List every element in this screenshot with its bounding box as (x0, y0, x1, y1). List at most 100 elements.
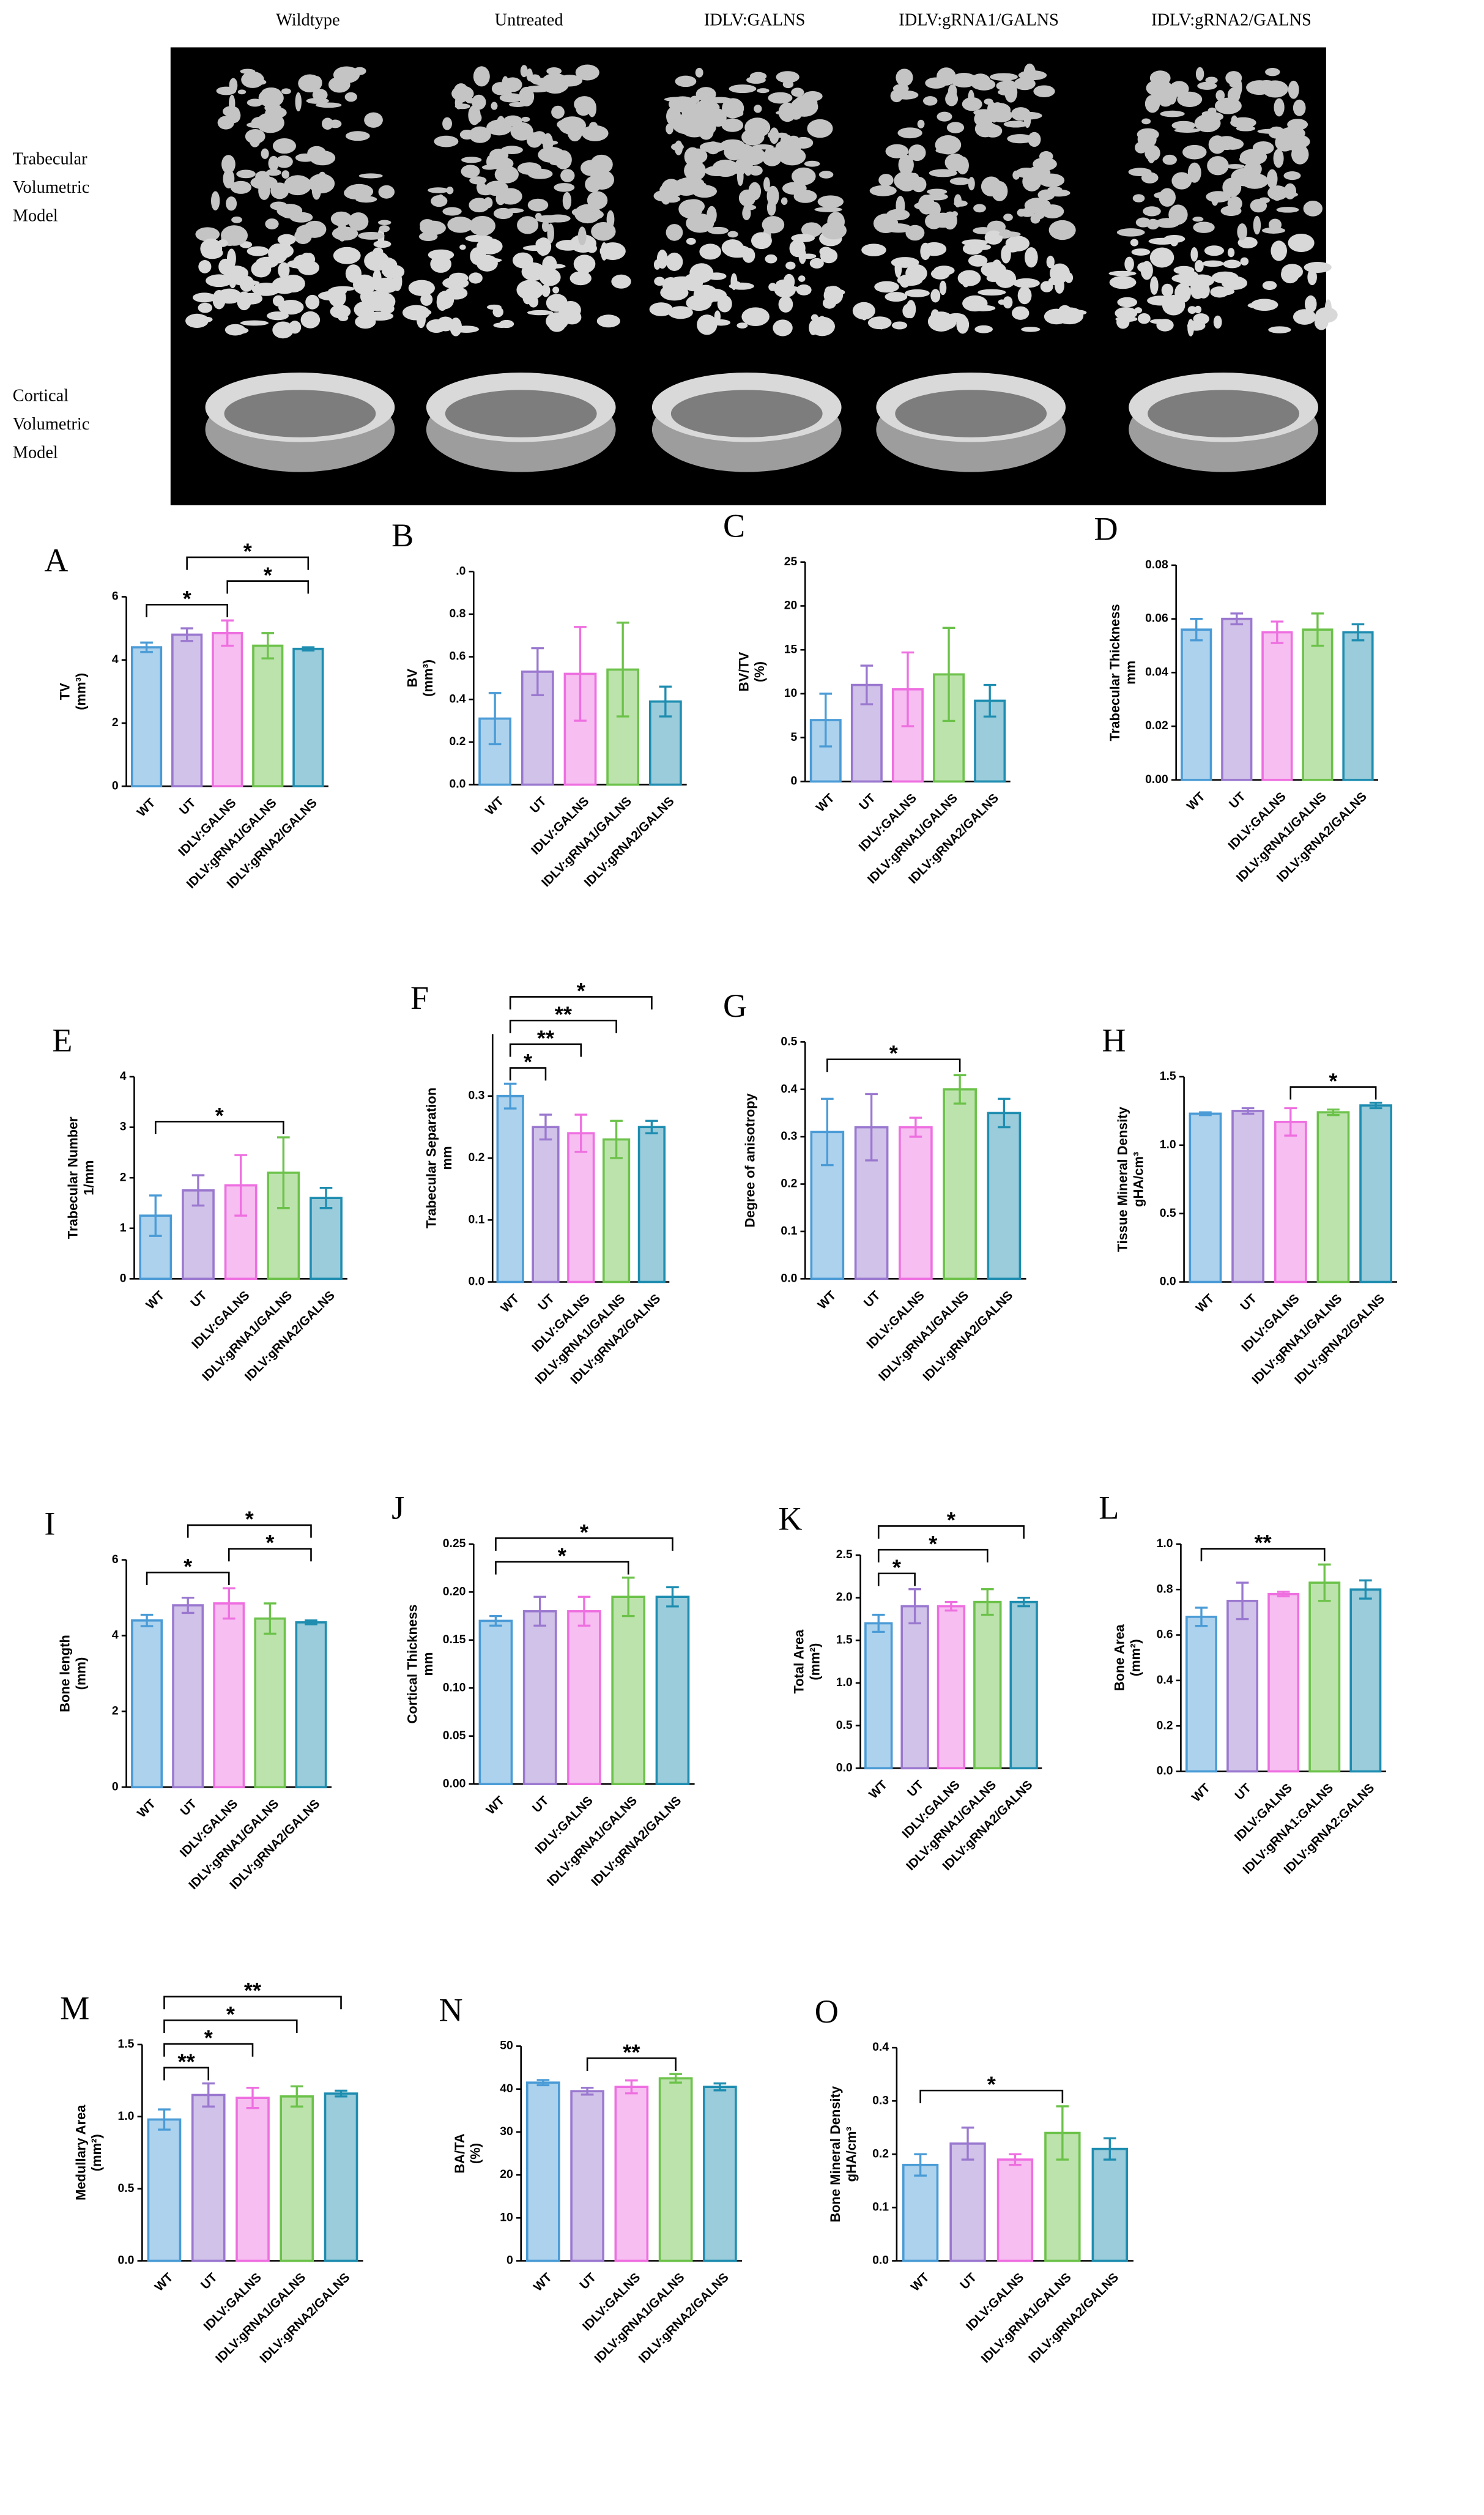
error-bar (961, 2127, 974, 2161)
trabecular-strut (281, 88, 291, 95)
x-tick-label: UT (198, 2270, 220, 2292)
y-axis-label: gHA/cm³ (1130, 1152, 1146, 1207)
trabecular-strut (1147, 295, 1174, 306)
trabecular-strut (589, 122, 598, 130)
trabecular-strut (765, 254, 777, 264)
y-axis-label: 1/mm (81, 1161, 96, 1195)
trabecular-strut (914, 201, 938, 210)
y-axis-label: mm (439, 1146, 454, 1170)
trabecular-strut (348, 212, 369, 231)
bar (522, 1610, 557, 1785)
trabecular-strut (221, 155, 236, 174)
trabecular-strut (1215, 90, 1225, 101)
x-tick-label: IDLV:gRNA2/GALNS (257, 2270, 352, 2366)
trabecular-strut (378, 258, 398, 272)
trabecular-strut (726, 143, 753, 155)
error-bar (1199, 1111, 1212, 1116)
bar (131, 1619, 163, 1789)
significance-label: * (580, 1520, 589, 1545)
y-tick-label: 30 (500, 2125, 513, 2138)
significance-bracket (877, 1525, 1025, 1539)
trabecular-strut (1253, 215, 1261, 235)
trabecular-strut (552, 286, 560, 294)
cortical-ring-hole (1148, 390, 1299, 437)
panel-letter: E (52, 1022, 72, 1059)
trabecular-strut (711, 319, 730, 326)
trabecular-strut (223, 169, 235, 188)
y-tick-label: 0.1 (781, 1224, 797, 1238)
trabecular-strut (195, 227, 220, 242)
error-bar (581, 2086, 594, 2096)
trabecular-strut (1162, 154, 1177, 165)
error-bar (574, 1113, 588, 1153)
y-tick-label: 0.0 (836, 1761, 853, 1774)
y-tick-label: 2 (112, 1704, 119, 1718)
trabecular-strut (416, 310, 426, 329)
trabecular-strut (1262, 281, 1277, 291)
trabecular-strut (968, 177, 975, 191)
trabecular-strut (372, 277, 399, 294)
significance-bracket (146, 1572, 230, 1585)
y-axis-label: gHA/cm³ (844, 2127, 859, 2182)
y-axis-label: (%) (468, 2143, 483, 2164)
bar (1267, 1592, 1300, 1773)
error-bar (998, 1098, 1011, 1129)
trabecular-strut (344, 92, 357, 102)
trabecular-strut (793, 190, 817, 203)
trabecular-strut (347, 250, 360, 259)
trabecular-strut (512, 252, 533, 269)
trabecular-strut (420, 293, 433, 306)
y-tick-label: 0.08 (1145, 558, 1168, 571)
trabecular-strut (200, 238, 223, 259)
trabecular-strut (1192, 217, 1204, 222)
bar (1181, 628, 1212, 781)
trabecular-strut (664, 97, 690, 102)
y-axis-label: (mm²) (1127, 1639, 1143, 1676)
y-axis-label: Medullary Area (73, 2105, 88, 2201)
trabecular-strut (499, 319, 514, 329)
x-tick-label: WT (498, 1291, 522, 1315)
trabecular-strut (691, 277, 699, 292)
y-axis-label: TV (58, 683, 73, 700)
trabecular-strut (503, 115, 523, 127)
column-label: IDLV:gRNA1/GALNS (899, 10, 1059, 29)
trabecular-strut (666, 123, 673, 135)
bar (1349, 1588, 1382, 1773)
y-tick-label: 2.0 (836, 1591, 853, 1604)
trabecular-strut (769, 127, 779, 144)
trabecular-strut (1025, 247, 1038, 268)
trabecular-strut (807, 119, 833, 138)
error-bar (180, 627, 193, 642)
trabecular-strut (984, 98, 993, 105)
bar (182, 1189, 215, 1280)
trabecular-strut (1276, 207, 1299, 213)
significance-bracket (509, 996, 653, 1010)
trabecular-strut (867, 316, 892, 330)
y-tick-label: 20 (500, 2168, 513, 2181)
trabecular-strut (742, 206, 751, 220)
error-bar (942, 626, 955, 723)
significance-bracket (586, 2057, 677, 2071)
trabecular-strut (1291, 144, 1309, 165)
trabecular-strut (1150, 276, 1159, 295)
trabecular-strut (1190, 280, 1205, 299)
trabecular-strut (697, 314, 718, 335)
y-tick-label: 0.15 (443, 1633, 466, 1646)
trabecular-strut (261, 148, 269, 159)
trabecular-strut (869, 185, 897, 196)
y-tick-label: 1 (120, 1221, 127, 1235)
trabecular-strut (817, 195, 844, 208)
trabecular-strut (1171, 172, 1192, 190)
trabecular-strut (317, 291, 346, 301)
error-bar (625, 2079, 638, 2095)
bar (478, 1619, 513, 1785)
trabecular-strut (894, 90, 919, 100)
significance-bracket (186, 556, 310, 570)
error-bar (1009, 2153, 1022, 2166)
significance-bracket (163, 2067, 210, 2081)
trabecular-strut (984, 230, 1003, 245)
trabecular-strut (684, 147, 701, 166)
trabecular-strut (696, 87, 716, 102)
error-bar (574, 626, 587, 722)
x-tick-label: IDLV:gRNA1/GALNS (979, 2270, 1074, 2366)
